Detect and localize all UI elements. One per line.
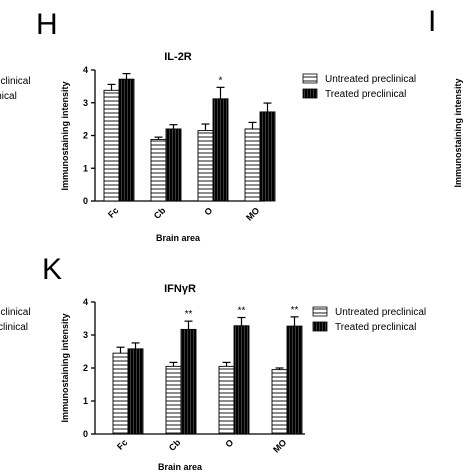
cut-legend-text-top-2: inical — [0, 91, 17, 102]
x-tick-label: Fc — [106, 205, 121, 220]
legend-label-untreated: Untreated preclinical — [335, 307, 426, 318]
y-tick-label: 4 — [83, 297, 88, 307]
x-tick-label: O — [223, 437, 235, 449]
y-tick-label: 3 — [83, 330, 88, 340]
chart-ifngr: IFNγR Immunostaining intensity Brain are… — [60, 283, 426, 472]
cut-legend-text-top-1: eclinical — [0, 76, 31, 87]
significance-marker: * — [219, 75, 223, 86]
bar-treated-cb — [165, 128, 182, 202]
legend-swatch-treated — [312, 321, 328, 332]
y-tick-label: 0 — [83, 429, 88, 439]
y-axis-label: Immunostaining intensity — [60, 313, 70, 422]
legend: Untreated preclinical Treated preclinica… — [312, 306, 426, 333]
bar-untreated-fc — [103, 89, 120, 202]
cut-legend-text-bottom-1: eclinical — [0, 307, 31, 318]
chart-il2r: IL-2R Immunostaining intensity Brain are… — [60, 51, 416, 243]
cut-legend-text-bottom-2: clinical — [0, 322, 28, 333]
bar-untreated-o — [218, 365, 235, 435]
significance-marker: ** — [185, 309, 193, 320]
y-tick-label: 2 — [83, 131, 88, 141]
bar-treated-fc — [127, 348, 144, 435]
chart-title: IL-2R — [164, 51, 192, 63]
cut-right-y-axis-label: Immunostaining intensity — [453, 78, 463, 187]
x-tick-label: MO — [244, 205, 261, 222]
panel-letter-i: I — [428, 5, 436, 38]
bar-untreated-fc — [112, 352, 129, 435]
y-tick-label: 2 — [83, 363, 88, 373]
x-tick-label: Fc — [115, 437, 130, 452]
bar-untreated-mo — [244, 128, 261, 202]
bar-treated-fc — [118, 78, 135, 202]
bar-treated-mo — [286, 325, 303, 435]
significance-marker: ** — [291, 305, 299, 316]
legend-label-untreated: Untreated preclinical — [325, 74, 416, 85]
y-axis-label: Immunostaining intensity — [60, 81, 70, 190]
y-tick-label: 3 — [83, 98, 88, 108]
legend: Untreated preclinical Treated preclinica… — [302, 73, 416, 100]
bar-untreated-cb — [150, 138, 167, 202]
legend-swatch-untreated — [312, 306, 328, 317]
x-tick-label: Cb — [152, 205, 168, 221]
bar-treated-mo — [259, 111, 276, 202]
y-tick-label: 1 — [83, 163, 88, 173]
x-axis-label: Brain area — [158, 462, 203, 472]
x-tick-label: MO — [271, 437, 288, 454]
significance-marker: ** — [238, 306, 246, 317]
chart-title: IFNγR — [164, 283, 196, 295]
x-axis-label: Brain area — [156, 233, 201, 243]
x-tick-label: O — [202, 205, 214, 217]
y-tick-label: 1 — [83, 396, 88, 406]
legend-label-treated: Treated preclinical — [325, 89, 406, 100]
bar-treated-o — [212, 98, 229, 202]
bar-treated-o — [233, 325, 250, 435]
y-tick-label: 4 — [83, 65, 88, 75]
legend-swatch-treated — [302, 88, 318, 99]
y-tick-label: 0 — [83, 196, 88, 206]
bar-untreated-o — [197, 130, 214, 202]
x-tick-label: Cb — [167, 437, 183, 453]
bar-treated-cb — [180, 328, 197, 435]
legend-swatch-untreated — [302, 73, 318, 84]
panel-letter-h: H — [36, 8, 58, 41]
panel-letter-k: K — [42, 253, 62, 286]
bar-untreated-mo — [271, 369, 288, 435]
bar-untreated-cb — [165, 365, 182, 435]
legend-label-treated: Treated preclinical — [335, 322, 416, 333]
